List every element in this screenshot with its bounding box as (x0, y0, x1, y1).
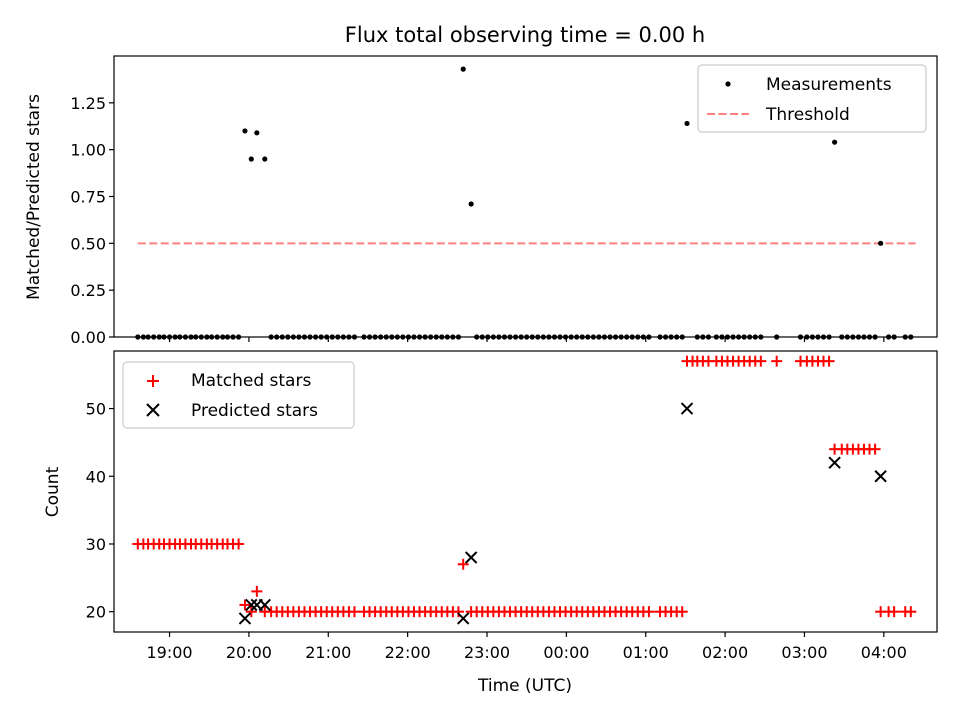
measurements-point (242, 128, 248, 134)
top-y-tick-label: 0.50 (70, 234, 106, 253)
predicted-stars-point (874, 470, 887, 483)
measurements-point (878, 240, 884, 246)
x-axis-label: Time (UTC) (477, 676, 572, 696)
matched-stars-point (755, 355, 767, 367)
matched-stars-point (233, 538, 245, 550)
measurements-point (684, 120, 690, 127)
legend-predicted-marker (146, 403, 160, 417)
chart-title: Flux total observing time = 0.00 h (345, 23, 705, 47)
predicted-stars-point (680, 402, 694, 415)
matched-stars-point (643, 606, 655, 618)
matched-stars-point (905, 606, 917, 618)
matched-stars-point (676, 606, 688, 618)
x-tick-label: 00:00 (543, 643, 589, 662)
matched-stars-point (251, 585, 263, 597)
x-tick-label: 20:00 (226, 643, 272, 662)
measurements-point (832, 139, 838, 145)
predicted-stars-point (238, 612, 252, 625)
legend-measurements-label: Measurements (766, 75, 892, 95)
top-legend-box (697, 64, 927, 133)
predicted-stars-point (464, 551, 478, 564)
legend-threshold-label: Threshold (765, 105, 850, 125)
top-y-tick-label: 1.00 (70, 141, 106, 160)
matched-stars-point (457, 558, 469, 570)
x-tick-label: 21:00 (305, 643, 351, 662)
predicted-stars-point (258, 598, 271, 612)
x-tick-label: 22:00 (385, 643, 431, 662)
measurements-point (262, 156, 268, 162)
x-tick-label: 02:00 (702, 643, 748, 662)
measurements-point (254, 130, 260, 136)
legend-matched-marker (147, 375, 159, 387)
x-tick-label: 04:00 (861, 643, 907, 662)
top-y-tick-label: 0.75 (70, 188, 106, 207)
legend-measurements-marker (725, 81, 731, 87)
bottom-legend-box (122, 361, 355, 429)
top-axes-frame (113, 55, 938, 338)
top-y-axis-label: Matched/Predicted stars (24, 94, 44, 300)
measurements-point (460, 66, 466, 72)
predicted-stars-point (828, 456, 841, 469)
bottom-y-tick-label: 50 (86, 400, 106, 419)
measurements-point (248, 156, 254, 162)
matched-stars-point (888, 606, 900, 618)
legend-matched-label: Matched stars (191, 371, 311, 391)
bottom-y-tick-label: 30 (86, 535, 106, 554)
x-tick-label: 19:00 (146, 643, 192, 662)
x-tick-label: 03:00 (781, 643, 827, 662)
bottom-y-tick-label: 40 (86, 467, 106, 486)
bottom-y-axis-label: Count (43, 466, 63, 517)
bottom-axes-frame (113, 350, 938, 633)
matched-stars-point (239, 599, 251, 611)
matched-stars-point (348, 606, 360, 618)
matched-stars-point (771, 355, 783, 367)
top-legend: Measurements Threshold (697, 64, 927, 133)
matched-stars-point (869, 443, 881, 455)
top-plot-panel: Flux total observing time = 0.00 h 0.00 0… (24, 23, 938, 347)
predicted-stars-point (456, 612, 470, 625)
bottom-plot-area: 20 30 40 50 19:00 20:00 21:00 22:00 23:00 00:00 01… (86, 355, 917, 662)
matched-stars-point (245, 606, 257, 618)
matched-stars-point (823, 355, 835, 367)
measurements-point (468, 201, 474, 207)
x-tick-label: 01:00 (623, 643, 669, 662)
top-y-tick-label: 0.25 (70, 281, 106, 300)
predicted-stars-point (245, 598, 258, 612)
top-y-tick-label: 0.00 (70, 328, 106, 347)
matched-stars-point (452, 606, 464, 618)
bottom-plot-panel: 20 30 40 50 19:00 20:00 21:00 22:00 23:00 00:00 01… (43, 350, 938, 696)
x-tick-label: 23:00 (464, 643, 510, 662)
bottom-y-tick-label: 20 (86, 603, 106, 622)
top-y-tick-label: 1.25 (70, 94, 106, 113)
legend-predicted-label: Predicted stars (191, 401, 318, 421)
bottom-legend: Matched stars Predicted stars (122, 361, 355, 429)
